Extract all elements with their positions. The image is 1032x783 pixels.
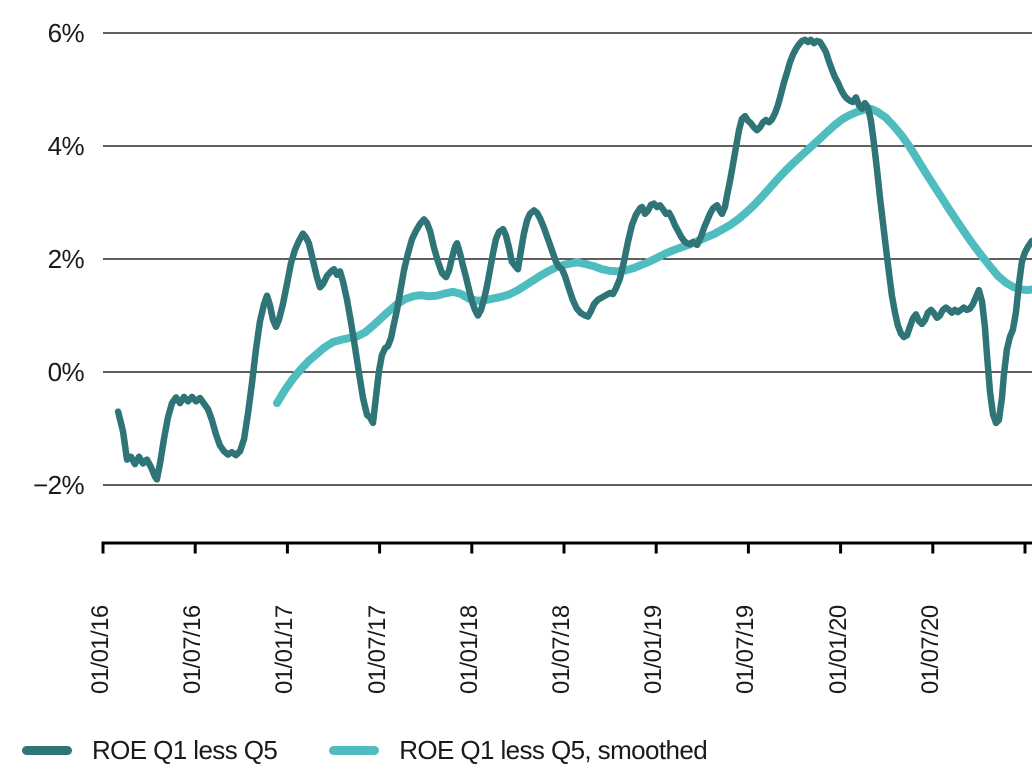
legend: ROE Q1 less Q5 ROE Q1 less Q5, smoothed xyxy=(22,735,708,766)
legend-item-raw-series: ROE Q1 less Q5 xyxy=(22,735,278,766)
y-axis-tick-label: 2% xyxy=(47,244,85,274)
x-axis-tick-label: 01/01/20 xyxy=(824,605,852,694)
x-axis-tick-label: 01/07/18 xyxy=(548,605,575,694)
y-axis-tick-label: 4% xyxy=(47,131,85,161)
y-axis-tick-label: −2% xyxy=(33,470,85,500)
series-line-raw xyxy=(114,36,1032,483)
x-axis-tick-label: 01/01/18 xyxy=(455,605,483,694)
y-axis-tick-label: 6% xyxy=(47,18,85,48)
x-axis-tick-label: 01/07/20 xyxy=(916,605,944,694)
series-line-smoothed xyxy=(273,105,1032,408)
x-axis-tick-label: 01/01/19 xyxy=(640,605,668,694)
x-axis-tick-label: 01/01/17 xyxy=(271,605,299,694)
legend-swatch-smoothed-series xyxy=(329,746,380,755)
x-axis-tick-label: 01/07/19 xyxy=(732,605,760,694)
legend-item-smoothed-series: ROE Q1 less Q5, smoothed xyxy=(329,735,708,766)
x-axis-tick-label: 01/07/16 xyxy=(179,605,207,694)
y-axis-tick-label: 0% xyxy=(47,357,85,387)
legend-label-raw-series: ROE Q1 less Q5 xyxy=(92,735,278,765)
legend-swatch-raw-series xyxy=(22,746,72,755)
legend-label-smoothed-series: ROE Q1 less Q5, smoothed xyxy=(399,735,708,765)
x-axis-tick-label: 01/07/17 xyxy=(363,605,391,694)
x-axis-tick-label: 01/01/16 xyxy=(87,605,114,694)
